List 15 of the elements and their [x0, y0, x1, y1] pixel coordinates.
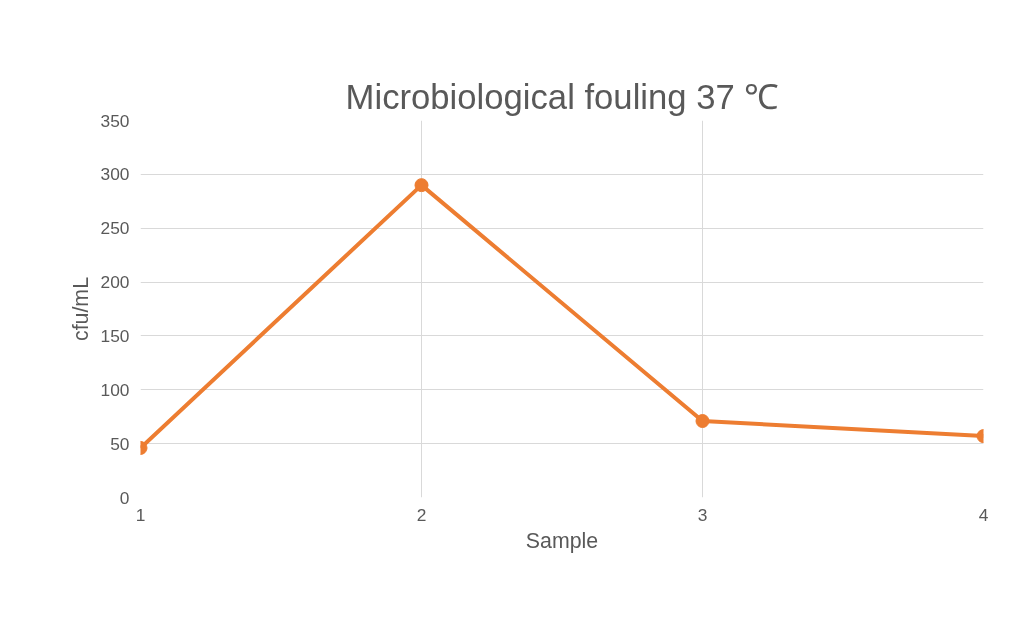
y-tick-label: 250 — [100, 218, 130, 239]
y-tick-label: 0 — [119, 487, 130, 508]
x-axis-title: Sample — [525, 528, 599, 553]
y-tick-label: 300 — [100, 164, 130, 185]
x-tick-label: 3 — [697, 504, 708, 525]
chart-title: Microbiological fouling 37 ℃ — [345, 77, 779, 116]
y-axis-title: cfu/mL — [68, 276, 93, 341]
y-tick-label: 100 — [100, 379, 130, 400]
y-tick-label: 50 — [110, 433, 130, 454]
y-tick-label: 200 — [100, 272, 130, 293]
x-tick-label: 1 — [135, 504, 146, 525]
x-tick-label: 2 — [416, 504, 427, 525]
x-tick-label: 4 — [978, 504, 989, 525]
y-tick-label: 150 — [100, 325, 130, 346]
y-tick-label: 350 — [100, 110, 130, 131]
